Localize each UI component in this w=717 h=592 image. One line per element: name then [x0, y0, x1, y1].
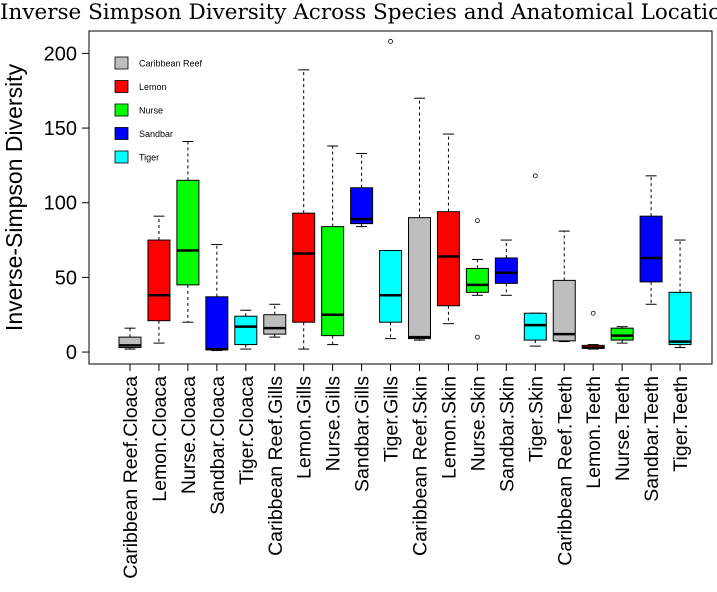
x-tick-label: Lemon.Cloaca — [149, 376, 171, 502]
x-tick-label: Lemon.Skin — [438, 376, 460, 479]
x-tick-label: Lemon.Teeth — [583, 376, 605, 489]
y-tick-label: 150 — [44, 118, 77, 140]
x-tick-label: Caribbean Reef.Gills — [265, 376, 287, 556]
outlier-point — [388, 39, 393, 44]
box-iqr — [205, 296, 229, 351]
box-iqr — [350, 187, 374, 225]
x-tick-label: Tiger.Teeth — [670, 376, 692, 472]
y-tick-label: 200 — [44, 43, 77, 65]
x-tick-label: Tiger.Skin — [525, 376, 547, 462]
box-iqr — [552, 279, 576, 342]
x-tick-label: Tiger.Cloaca — [236, 376, 258, 485]
legend-swatch — [114, 80, 129, 93]
legend-label: Caribbean Reef — [139, 59, 203, 69]
x-tick-label: Caribbean Reef.Skin — [410, 376, 432, 556]
box-iqr — [639, 215, 663, 283]
legend-label: Tiger — [139, 153, 159, 163]
x-tick-label: Sandbar.Skin — [496, 376, 518, 492]
x-tick-label: Sandbar.Teeth — [641, 376, 663, 502]
box-iqr — [321, 226, 345, 337]
legend-swatch — [114, 103, 129, 117]
box-iqr — [176, 179, 200, 286]
box-iqr — [118, 336, 142, 349]
box-iqr — [379, 250, 403, 323]
legend-swatch — [114, 150, 129, 164]
x-tick-label: Nurse.Teeth — [612, 376, 634, 481]
box-iqr — [234, 315, 258, 346]
y-tick-label: 50 — [55, 267, 77, 289]
box-iqr — [668, 291, 692, 346]
y-tick-label: 0 — [66, 342, 77, 364]
x-tick-label: Nurse.Skin — [467, 376, 489, 471]
box-iqr — [292, 212, 316, 323]
box-iqr — [436, 211, 460, 307]
x-tick-label: Tiger.Gills — [381, 376, 403, 462]
box-iqr — [610, 327, 634, 341]
plot-frame — [88, 30, 713, 365]
outlier-point — [590, 310, 596, 316]
box-iqr — [263, 314, 287, 335]
y-tick-label: 100 — [44, 193, 77, 215]
legend-label: Nurse — [139, 106, 163, 116]
legend-swatch — [114, 127, 129, 140]
outlier-point — [532, 173, 538, 179]
x-tick-label: Lemon.Gills — [294, 376, 316, 479]
chart-title: Inverse Simpson Diversity Across Species… — [0, 0, 717, 25]
x-tick-label: Caribbean Reef.Teeth — [554, 376, 576, 566]
box-iqr — [147, 239, 171, 322]
y-axis-title: Inverse-Simpson Diversity — [1, 63, 27, 331]
legend-swatch — [114, 56, 129, 70]
x-tick-label: Nurse.Gills — [323, 376, 345, 472]
outlier-point — [474, 334, 480, 340]
box-iqr — [465, 267, 489, 293]
legend-label: Lemon — [139, 82, 167, 92]
x-tick-label: Sandbar.Cloaca — [207, 376, 229, 515]
legend-label: Sandbar — [139, 129, 173, 139]
x-tick-label: Nurse.Cloaca — [178, 376, 200, 494]
box-iqr — [494, 257, 518, 284]
outlier-point — [474, 218, 480, 224]
x-tick-label: Caribbean Reef.Cloaca — [120, 376, 142, 579]
x-tick-label: Sandbar.Gills — [352, 376, 374, 492]
box-iqr — [408, 217, 431, 340]
box-iqr — [523, 312, 547, 341]
